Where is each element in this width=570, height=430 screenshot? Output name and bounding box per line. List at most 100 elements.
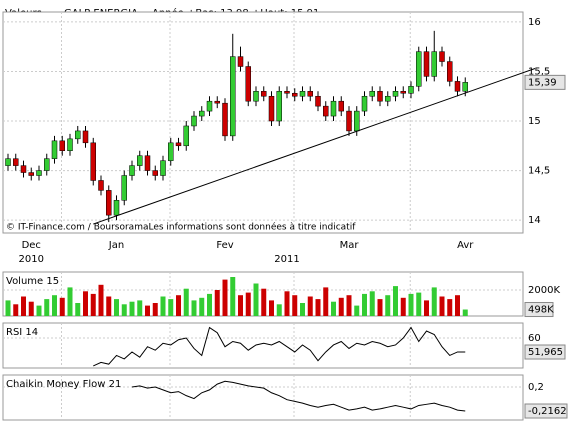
rsi-line [93, 326, 466, 367]
candle-body [454, 81, 461, 92]
volume-bar [354, 305, 360, 316]
volume-bar [83, 291, 88, 316]
volume-bar [44, 299, 50, 316]
volume-bar [106, 296, 112, 316]
candle-body [292, 93, 298, 97]
candle-body [67, 138, 73, 151]
candle-body [268, 95, 275, 122]
candle-body [253, 91, 259, 102]
x-tick-label: Avr [457, 240, 474, 251]
volume-bar [346, 295, 352, 316]
candle-body [152, 170, 158, 176]
candle-body [82, 130, 89, 144]
candle-body [245, 66, 251, 102]
volume-bar [331, 301, 336, 316]
candle-body [59, 140, 65, 151]
volume-bar [207, 293, 212, 316]
x-tick-label: Jan [108, 240, 124, 251]
last-value-label: 15,39 [528, 77, 557, 88]
candle-body [416, 51, 422, 87]
candle-body [36, 170, 42, 176]
candle-body [338, 100, 344, 112]
volume-bar [338, 297, 344, 316]
volume-bar [59, 297, 65, 316]
volume-bar [28, 301, 34, 316]
candle-body [361, 95, 368, 112]
volume-bar [455, 295, 460, 316]
panel-title: Volume 15 [6, 276, 59, 287]
panel-frame [2, 11, 524, 234]
y-tick-label: 0,2 [528, 382, 544, 393]
volume-bar [276, 304, 282, 316]
volume-bar [307, 296, 313, 316]
y-tick-label: 14,5 [528, 166, 550, 177]
last-value-label: 498K [528, 305, 554, 316]
volume-bar [21, 296, 26, 316]
volume-bar [439, 296, 445, 316]
candle-body [276, 91, 282, 122]
y-tick-label: 16 [528, 17, 541, 28]
volume-bar [315, 299, 321, 316]
volume-bar [191, 300, 197, 316]
volume-bar [114, 299, 119, 316]
last-value-label: 51,965 [528, 347, 563, 358]
volume-bar [462, 309, 468, 316]
candle-body [113, 200, 120, 216]
candle-body [44, 158, 50, 171]
candle-body [408, 86, 414, 94]
y-tick-label: 14 [528, 215, 541, 226]
candle-body [447, 61, 453, 82]
volume-bar [424, 300, 429, 316]
volume-bar [5, 300, 11, 316]
volume-bar [222, 279, 228, 316]
volume-bar [416, 292, 422, 316]
candle-body [299, 91, 306, 97]
volume-bar [431, 287, 437, 316]
candle-body [392, 91, 399, 97]
candle-body [261, 91, 267, 97]
candle-body [98, 180, 104, 191]
candle-body [230, 56, 236, 137]
candle-body [284, 91, 290, 94]
volume-bar [214, 290, 220, 316]
candle-body [5, 158, 11, 166]
x-tick-label: Fev [216, 240, 233, 251]
volume-bar [447, 299, 453, 316]
volume-bar [385, 295, 391, 316]
volume-bar [408, 293, 414, 316]
last-value-box [524, 302, 554, 318]
candle-body [462, 82, 468, 92]
volume-bar [137, 300, 143, 316]
last-value-box [524, 74, 566, 90]
volume-bar [269, 300, 274, 316]
candle-body [121, 175, 127, 201]
volume-bar [400, 297, 406, 316]
y-tick-label: 60 [528, 333, 541, 344]
candle-body [28, 172, 34, 176]
last-value-box [524, 344, 566, 360]
candle-body [144, 155, 151, 171]
panel-title: Chaikin Money Flow 21 [6, 379, 121, 390]
panel-frame [2, 322, 524, 369]
volume-bar [362, 293, 367, 316]
candle-body [137, 155, 143, 166]
volume-bar [121, 304, 127, 316]
candle-body [385, 95, 391, 102]
candle-body [13, 158, 19, 166]
candle-body [75, 130, 81, 140]
volume-bar [152, 303, 158, 316]
volume-bar [393, 286, 398, 316]
candle-body [423, 51, 430, 77]
volume-bar [36, 305, 42, 316]
candle-body [323, 105, 329, 117]
volume-bar [183, 288, 189, 316]
y-tick-label: 2000K [528, 285, 560, 296]
volume-bar [145, 305, 150, 316]
panel-title: RSI 14 [6, 327, 38, 338]
volume-bar [67, 287, 73, 316]
volume-bar [284, 291, 290, 316]
volume-bar [238, 295, 243, 316]
candle-body [106, 190, 112, 216]
volume-bar [369, 291, 375, 316]
candle-body [377, 91, 383, 102]
